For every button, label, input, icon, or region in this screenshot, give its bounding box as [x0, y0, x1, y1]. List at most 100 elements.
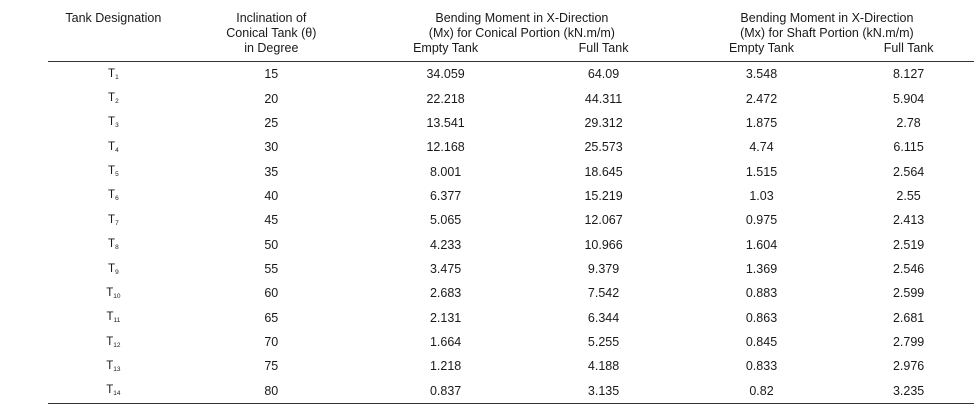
- shaft-full-cell: 2.599: [892, 286, 925, 301]
- tank-number: 10: [113, 292, 121, 300]
- col-header-shaft-empty: Empty Tank: [728, 41, 795, 55]
- tank-number: 4: [115, 146, 119, 154]
- col-header-conical-full: Full Tank: [578, 41, 629, 55]
- tank-letter: T: [108, 67, 116, 80]
- shaft-label-line2: (Mx) for Shaft Portion (kN.m/m): [740, 26, 914, 40]
- header-row-sub: Empty Tank Full Tank Empty Tank Full Tan…: [48, 41, 974, 62]
- shaft-empty-cell: 1.875: [745, 115, 778, 130]
- table-row: T3 25 13.541 29.312 1.875 2.78: [48, 111, 974, 135]
- shaft-full-cell: 6.115: [893, 140, 924, 155]
- conical-full-cell: 4.188: [587, 359, 620, 374]
- tank-number: 7: [115, 219, 119, 227]
- conical-full-cell: 64.09: [587, 67, 620, 82]
- shaft-empty-cell: 0.82: [749, 383, 774, 398]
- angle-cell: 35: [264, 164, 279, 179]
- tank-designation-cell: T3: [48, 111, 179, 135]
- tank-letter: T: [108, 189, 116, 202]
- shaft-empty-cell: 0.845: [745, 335, 778, 350]
- conical-full-cell: 29.312: [584, 115, 623, 130]
- shaft-empty-cell: 1.03: [749, 188, 774, 203]
- table-header: Tank Designation Inclination of Conical …: [48, 0, 974, 62]
- conical-full-cell: 18.645: [584, 164, 623, 179]
- col-header-shaft-full: Full Tank: [883, 41, 934, 55]
- inclination-label-line3: in Degree: [244, 41, 299, 55]
- table-body: T1 15 34.059 64.09 3.548 8.127 T2 20 22.218 44.31…: [48, 62, 974, 404]
- bending-moment-table-container: Tank Designation Inclination of Conical …: [48, 0, 974, 404]
- shaft-label-line1: Bending Moment in X-Direction: [740, 11, 914, 25]
- shaft-empty-cell: 4.74: [749, 140, 774, 155]
- tank-letter: T: [108, 238, 116, 251]
- tank-number: 9: [115, 268, 119, 276]
- angle-cell: 70: [264, 335, 279, 350]
- tank-number: 6: [115, 195, 119, 203]
- angle-cell: 45: [264, 213, 279, 228]
- angle-cell: 75: [264, 359, 279, 374]
- tank-designation-label: Tank Designation: [65, 11, 162, 25]
- tank-number: 14: [113, 390, 121, 398]
- tank-designation-cell: T7: [48, 208, 179, 232]
- shaft-full-cell: 2.413: [892, 213, 925, 228]
- inclination-label-line1: Inclination of: [236, 11, 307, 25]
- tank-letter: T: [106, 286, 114, 299]
- shaft-empty-cell: 0.883: [745, 286, 778, 301]
- angle-cell: 80: [264, 383, 279, 398]
- conical-label-line1: Bending Moment in X-Direction: [435, 11, 609, 25]
- tank-number: 3: [115, 122, 119, 130]
- tank-number: 8: [115, 244, 119, 252]
- tank-designation-cell: T9: [48, 257, 179, 281]
- conical-empty-cell: 3.475: [429, 262, 462, 277]
- bending-moment-table: Tank Designation Inclination of Conical …: [48, 0, 974, 404]
- table-row: T8 50 4.233 10.966 1.604 2.519: [48, 233, 974, 257]
- table-row: T12 70 1.664 5.255 0.845 2.799: [48, 330, 974, 354]
- tank-designation-cell: T6: [48, 184, 179, 208]
- tank-designation-cell: T10: [48, 281, 179, 305]
- table-row: T13 75 1.218 4.188 0.833 2.976: [48, 354, 974, 378]
- conical-full-cell: 10.966: [584, 237, 623, 252]
- shaft-empty-cell: 3.548: [745, 67, 778, 82]
- table-row: T14 80 0.837 3.135 0.82 3.235: [48, 379, 974, 404]
- conical-empty-cell: 1.218: [429, 359, 462, 374]
- conical-full-cell: 25.573: [584, 140, 623, 155]
- table-row: T6 40 6.377 15.219 1.03 2.55: [48, 184, 974, 208]
- angle-cell: 65: [264, 310, 279, 325]
- tank-number: 5: [115, 171, 119, 179]
- inclination-label-line2: Conical Tank (θ): [226, 26, 317, 40]
- tank-letter: T: [108, 165, 116, 178]
- tank-designation-cell: T14: [48, 379, 179, 404]
- table-row: T4 30 12.168 25.573 4.74 6.115: [48, 135, 974, 159]
- shaft-empty-cell: 1.369: [745, 262, 778, 277]
- tank-letter: T: [106, 311, 114, 324]
- conical-full-cell: 6.344: [587, 310, 620, 325]
- conical-full-cell: 15.219: [584, 188, 623, 203]
- shaft-full-cell: 2.55: [896, 188, 921, 203]
- conical-empty-cell: 34.059: [426, 67, 465, 82]
- shaft-full-cell: 5.904: [892, 91, 925, 106]
- tank-designation-cell: T4: [48, 135, 179, 159]
- tank-letter: T: [108, 116, 116, 129]
- tank-letter: T: [108, 92, 116, 105]
- angle-cell: 20: [264, 91, 279, 106]
- conical-full-cell: 12.067: [584, 213, 623, 228]
- shaft-full-cell: 8.127: [892, 67, 925, 82]
- table-row: T5 35 8.001 18.645 1.515 2.564: [48, 159, 974, 183]
- shaft-full-cell: 2.976: [892, 359, 925, 374]
- table-row: T7 45 5.065 12.067 0.975 2.413: [48, 208, 974, 232]
- conical-empty-cell: 2.683: [429, 286, 462, 301]
- angle-cell: 25: [264, 115, 279, 130]
- angle-cell: 60: [264, 286, 279, 301]
- conical-empty-cell: 2.131: [429, 310, 462, 325]
- conical-empty-cell: 8.001: [429, 164, 462, 179]
- table-row: T9 55 3.475 9.379 1.369 2.546: [48, 257, 974, 281]
- table-row: T1 15 34.059 64.09 3.548 8.127: [48, 62, 974, 87]
- tank-designation-cell: T8: [48, 233, 179, 257]
- col-header-conical-empty: Empty Tank: [413, 41, 479, 55]
- tank-designation-cell: T12: [48, 330, 179, 354]
- tank-number: 12: [113, 341, 121, 349]
- conical-empty-cell: 6.377: [429, 188, 462, 203]
- angle-cell: 40: [264, 188, 279, 203]
- conical-full-cell: 9.379: [587, 262, 620, 277]
- angle-cell: 15: [264, 67, 279, 82]
- tank-number: 1: [115, 73, 119, 81]
- shaft-full-cell: 3.235: [892, 383, 925, 398]
- col-group-conical: Bending Moment in X-Direction (Mx) for C…: [364, 0, 680, 41]
